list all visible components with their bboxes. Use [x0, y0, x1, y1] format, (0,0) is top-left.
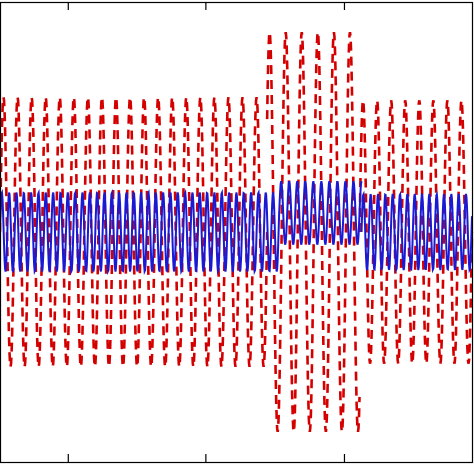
series-2-segment-1-line — [0, 188, 281, 276]
series-2-segment-3-line — [360, 190, 473, 274]
series-2-segment-2-line — [278, 181, 363, 245]
series-layer — [0, 31, 474, 433]
plot-frame — [0, 1, 474, 464]
series-1-segment-2-line — [265, 31, 361, 433]
axes-layer — [0, 1, 474, 464]
